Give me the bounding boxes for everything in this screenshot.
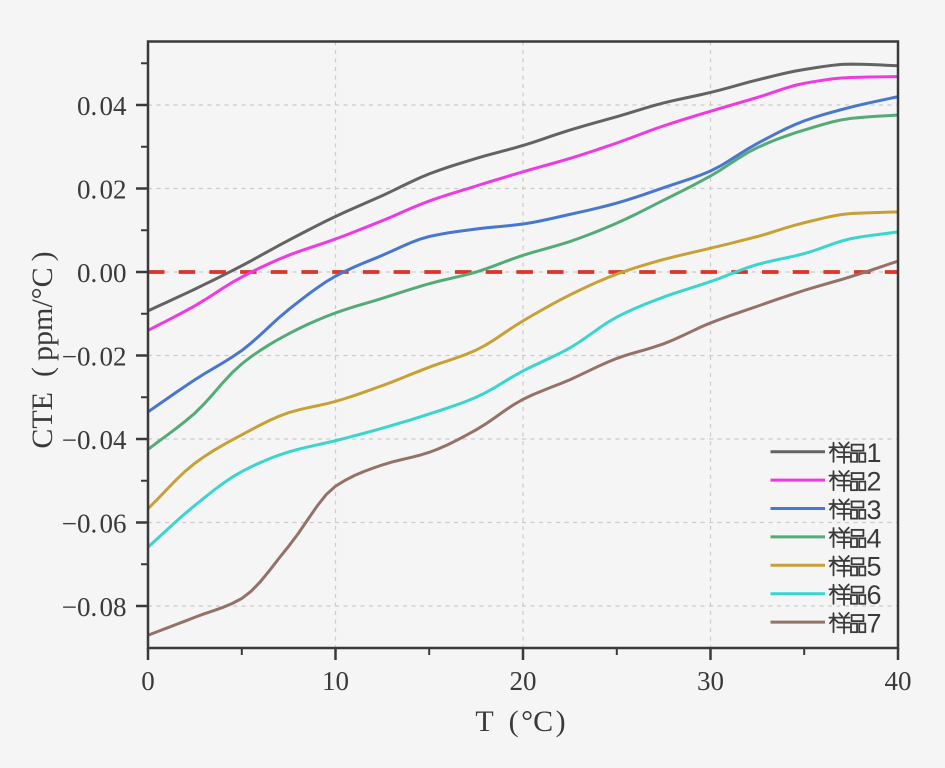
svg-text:0: 0: [141, 666, 155, 696]
svg-text:−0. 08: −0. 08: [62, 592, 127, 622]
svg-text:T ( °C ): T ( °C ): [475, 705, 565, 738]
svg-text:−0. 02: −0. 02: [62, 342, 127, 372]
svg-text:5: 5: [867, 552, 882, 582]
svg-text:−0. 04: −0. 04: [62, 425, 127, 455]
svg-text:0. 04: 0. 04: [77, 91, 127, 121]
svg-text:CTE ( ppm/°C ): CTE ( ppm/°C ): [26, 251, 59, 448]
svg-text:4: 4: [867, 523, 882, 553]
svg-text:6: 6: [867, 580, 882, 610]
svg-text:10: 10: [322, 666, 349, 696]
svg-text:7: 7: [867, 609, 882, 639]
svg-text:3: 3: [867, 495, 882, 525]
svg-text:40: 40: [885, 666, 912, 696]
svg-text:30: 30: [697, 666, 724, 696]
svg-text:1: 1: [867, 438, 882, 468]
svg-text:0. 00: 0. 00: [77, 258, 127, 288]
svg-text:0. 02: 0. 02: [77, 175, 127, 205]
svg-text:2: 2: [867, 467, 882, 497]
svg-text:20: 20: [510, 666, 537, 696]
svg-text:−0. 06: −0. 06: [62, 509, 127, 539]
